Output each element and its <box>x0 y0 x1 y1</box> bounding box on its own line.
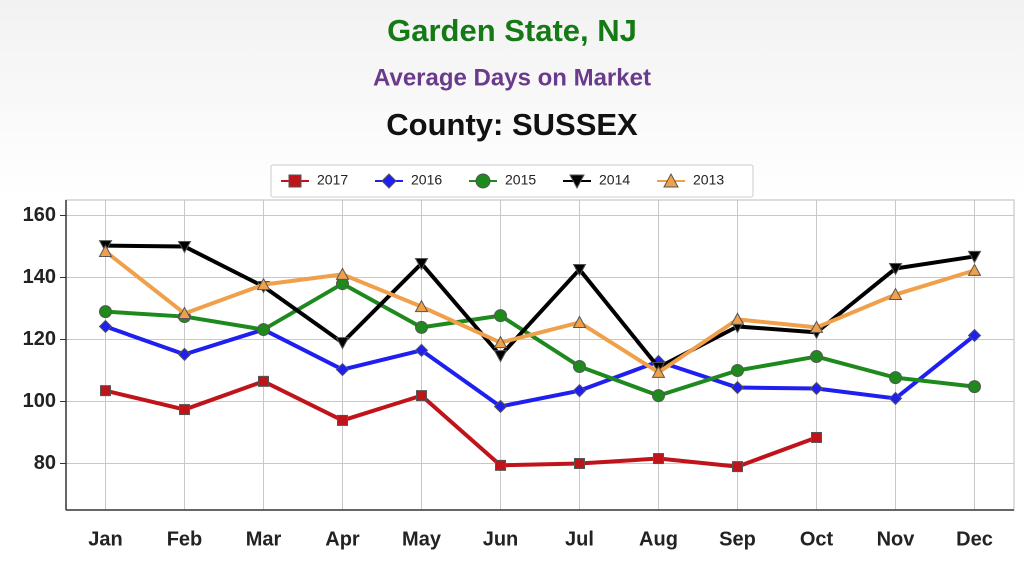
marker <box>573 359 586 373</box>
chart-title: Garden State, NJ <box>387 13 637 48</box>
marker <box>337 414 348 426</box>
marker <box>572 263 587 277</box>
marker <box>652 389 665 403</box>
marker <box>732 461 743 473</box>
line <box>104 324 976 409</box>
marker <box>731 364 744 377</box>
x-tick-label: Sep <box>719 528 756 550</box>
series <box>100 375 822 473</box>
marker <box>414 343 429 358</box>
marker <box>809 381 824 396</box>
legend-box <box>270 164 754 198</box>
marker <box>494 309 507 323</box>
y-tick-label: 140 <box>23 266 56 288</box>
marker <box>257 323 270 337</box>
legend-item: 2015 <box>469 172 536 189</box>
line <box>105 281 975 398</box>
marker <box>572 315 587 328</box>
marker <box>258 375 269 387</box>
marker <box>967 328 982 343</box>
marker <box>381 173 397 189</box>
y-tick-label: 100 <box>23 390 56 412</box>
marker <box>653 453 664 465</box>
marker <box>730 312 745 325</box>
x-tick-label: May <box>402 528 442 550</box>
legend-item: 2017 <box>281 172 348 188</box>
marker <box>572 383 587 398</box>
series <box>99 277 981 403</box>
y-tick-label: 120 <box>23 328 56 350</box>
legend-label: 2016 <box>411 172 442 188</box>
marker <box>414 258 429 271</box>
marker <box>888 287 903 301</box>
marker <box>335 267 350 280</box>
marker <box>335 362 350 377</box>
plot-area: 80 100 120 140 160 Jan Feb Mar Apr May Jun Jul Aug Se… <box>23 199 1015 550</box>
y-tick-label: 160 <box>23 204 56 226</box>
legend-item: 2013 <box>657 172 724 188</box>
x-tick-label: Aug <box>639 528 678 550</box>
marker <box>415 320 428 334</box>
legend-label: 2013 <box>693 172 724 188</box>
legend: 2017 2016 2015 2014 2013 <box>270 164 754 198</box>
x-tick-label: Dec <box>956 528 993 550</box>
legend-label: 2017 <box>317 172 348 188</box>
marker <box>99 305 112 319</box>
marker <box>475 173 491 189</box>
marker <box>414 299 429 313</box>
marker <box>416 390 427 402</box>
legend-item: 2016 <box>375 172 442 189</box>
legend-label: 2015 <box>505 172 536 188</box>
marker <box>967 250 982 264</box>
chart-subtitle: County: SUSSEX <box>386 107 638 142</box>
marker <box>493 350 508 363</box>
marker <box>810 350 823 364</box>
marker <box>888 263 903 276</box>
marker <box>100 385 111 397</box>
marker <box>179 404 190 416</box>
marker <box>967 263 982 276</box>
marker <box>256 277 271 291</box>
marker <box>811 431 822 443</box>
marker <box>495 459 506 471</box>
x-tick-label: Mar <box>246 528 282 550</box>
y-tick-label: 80 <box>34 452 56 474</box>
x-tick-label: Jan <box>88 528 122 550</box>
marker <box>888 391 903 406</box>
marker <box>569 174 585 190</box>
marker <box>574 458 585 469</box>
marker <box>493 335 508 349</box>
marker <box>335 337 350 350</box>
series <box>98 319 982 414</box>
marker <box>493 399 508 414</box>
legend-label: 2014 <box>599 172 630 188</box>
x-tick-label: Nov <box>877 528 916 550</box>
marker <box>889 371 902 385</box>
x-tick-label: Oct <box>800 528 834 550</box>
marker <box>177 306 192 319</box>
x-tick-label: Apr <box>325 528 360 550</box>
marker <box>663 172 679 188</box>
marker <box>288 174 302 188</box>
series <box>98 244 982 378</box>
chart-subtitle: Average Days on Market <box>373 64 651 91</box>
x-tick-label: Jun <box>483 528 519 550</box>
marker <box>809 320 824 333</box>
x-tick-label: Feb <box>167 528 203 550</box>
marker <box>730 380 745 395</box>
marker <box>651 365 666 378</box>
marker <box>98 244 113 257</box>
x-tick-label: Jul <box>565 528 594 550</box>
marker <box>968 380 981 394</box>
marker <box>177 347 192 362</box>
marker <box>177 241 192 254</box>
line <box>105 379 818 469</box>
marker <box>98 319 113 334</box>
line <box>104 249 976 375</box>
legend-item: 2014 <box>563 172 630 190</box>
